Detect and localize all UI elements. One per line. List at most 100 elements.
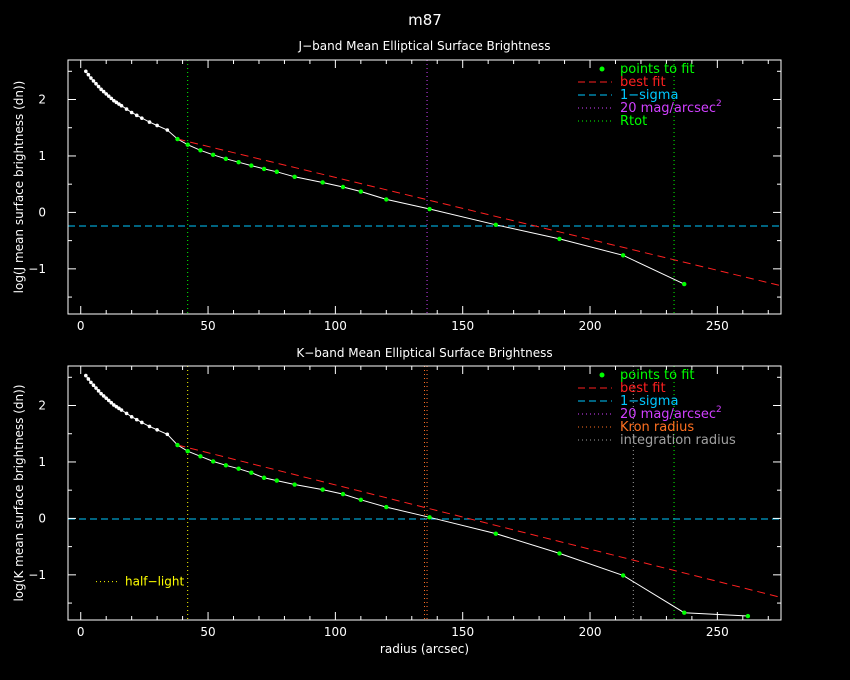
fit-point [493, 531, 498, 536]
x-tick-label: 100 [324, 319, 347, 333]
profile-point [109, 96, 114, 101]
profile-point [99, 391, 103, 396]
fit-point [358, 497, 364, 502]
fit-point [249, 163, 254, 168]
y-tick-label: 2 [38, 399, 46, 413]
fit-point [682, 281, 687, 287]
profile-point [104, 92, 108, 96]
x-tick-label: 250 [706, 625, 729, 639]
integration-radius-legend-label: integration radius [620, 433, 736, 448]
fit-point [745, 613, 751, 619]
profile-point [94, 81, 98, 86]
one-sigma-legend-label: 1−sigma [620, 394, 678, 409]
fit-point [198, 148, 203, 153]
fit-point [185, 449, 190, 454]
profile-point [96, 389, 101, 393]
profile-point [140, 116, 144, 120]
y-tick-label: 2 [38, 93, 46, 107]
x-tick-label: 250 [706, 319, 729, 333]
half-light-label: half−light [125, 575, 184, 589]
profile-point [94, 386, 98, 390]
profile-point [165, 432, 170, 437]
fit-points-legend-marker [599, 372, 605, 378]
fit-point [384, 197, 389, 202]
profile-point [101, 89, 106, 94]
profile-point [134, 417, 139, 422]
legend-superscript: 2 [716, 405, 722, 415]
profile-point [117, 102, 121, 106]
fit-point [210, 459, 216, 464]
profile-point [155, 123, 159, 128]
profile-point [129, 110, 134, 115]
profile-point [89, 76, 93, 80]
fit-point [320, 487, 325, 492]
profile-point [112, 98, 116, 103]
x-tick-label: 150 [451, 625, 474, 639]
fit-point [384, 504, 389, 510]
fit-point [620, 253, 626, 258]
profile-point [140, 420, 144, 425]
fit-point [340, 184, 346, 190]
x-tick-label: 200 [579, 625, 602, 639]
profile-point [84, 69, 88, 74]
plot-area [68, 366, 781, 620]
y-tick-label: −1 [28, 568, 46, 582]
best-fit-legend-label: best fit [620, 381, 666, 396]
profile-point [104, 396, 108, 400]
profile-point [134, 113, 139, 118]
profile-point [124, 107, 129, 111]
fit-point [198, 454, 203, 459]
profile-point [147, 120, 152, 124]
x-tick-label: 100 [324, 625, 347, 639]
plot-area [68, 60, 781, 314]
x-tick-label: 200 [579, 319, 602, 333]
profile-point [129, 415, 134, 419]
fit-point [261, 166, 267, 172]
one-sigma-legend-label: 1−sigma [620, 88, 678, 103]
j-band-panel: J−band Mean Elliptical Surface Brightnes… [12, 39, 782, 333]
profile-point [101, 394, 106, 398]
profile-point [89, 380, 93, 385]
fit-point [682, 610, 687, 615]
fit-points-legend-label: points to fit [620, 62, 695, 77]
y-tick-label: 1 [38, 455, 46, 469]
x-tick-label: 0 [77, 319, 85, 333]
fit-points-legend-label: points to fit [620, 368, 695, 383]
page-title: m87 [408, 11, 442, 29]
fit-point [175, 442, 180, 448]
fit-point [493, 222, 498, 228]
profile-point [91, 383, 96, 387]
panel-title: K−band Mean Elliptical Surface Brightnes… [296, 346, 552, 360]
y-tick-label: −1 [28, 262, 46, 276]
profile-point [155, 427, 159, 432]
profile-point [86, 72, 91, 77]
profile-point [84, 373, 88, 378]
plot-frame [67, 59, 782, 315]
profile-point [117, 406, 121, 411]
fit-point [557, 551, 562, 556]
fit-point [620, 573, 626, 578]
y-axis-label: log(J mean surface brightness (dn)) [12, 81, 26, 294]
fit-points-legend-marker [599, 66, 605, 72]
profile-point [124, 411, 129, 416]
fit-point [274, 478, 280, 483]
fit-point [223, 463, 229, 468]
fit-point [223, 156, 229, 161]
x-axis-label: radius (arcsec) [380, 642, 469, 656]
y-axis-label: log(K mean surface brightness (dn)) [12, 384, 26, 601]
mag20-legend-label: 20 mag/arcsec2 [620, 99, 722, 116]
k-band-panel: K−band Mean Elliptical Surface Brightnes… [12, 346, 782, 656]
fit-point [292, 174, 297, 180]
best-fit-legend-label: best fit [620, 75, 666, 90]
profile-point [91, 79, 96, 83]
profile-point [147, 424, 152, 429]
fit-point [175, 136, 180, 142]
fit-point [340, 491, 346, 497]
profile-point [99, 87, 103, 92]
fit-point [427, 515, 432, 520]
mag20-legend-label: 20 mag/arcsec2 [620, 405, 722, 422]
best-fit-line [177, 138, 781, 287]
plot-frame [67, 365, 782, 621]
fit-point [236, 466, 241, 471]
